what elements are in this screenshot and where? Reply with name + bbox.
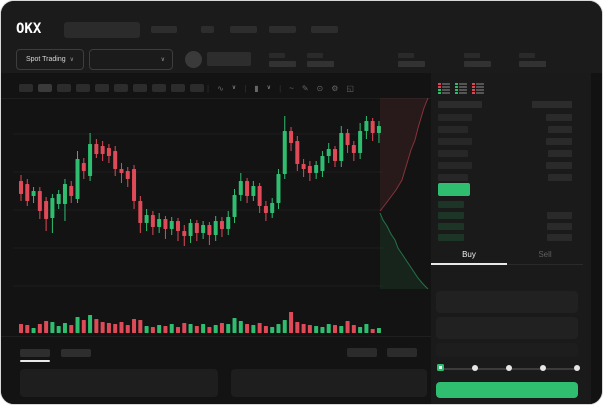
timeframe-button[interactable] bbox=[114, 84, 128, 92]
timeframe-button[interactable] bbox=[133, 84, 147, 92]
amount-input[interactable] bbox=[436, 317, 578, 339]
orderbook-header-price bbox=[438, 101, 482, 108]
ask-row[interactable] bbox=[546, 138, 572, 145]
chart-type-icon[interactable]: ▮ bbox=[254, 83, 259, 93]
ticker-stat-placeholder bbox=[398, 53, 428, 69]
slider-step-25[interactable] bbox=[472, 365, 478, 371]
toolbar-divider: | bbox=[279, 83, 282, 93]
nav-item-placeholder[interactable] bbox=[151, 26, 177, 33]
nav-item-placeholder[interactable] bbox=[201, 26, 214, 33]
chevron-down-icon[interactable]: ∨ bbox=[266, 85, 272, 91]
orderbook-mode-bids-icon[interactable] bbox=[455, 82, 467, 94]
orders-action-button[interactable] bbox=[387, 348, 417, 357]
ask-row[interactable] bbox=[546, 114, 572, 121]
orders-tab-active[interactable] bbox=[20, 349, 50, 357]
orders-tab[interactable] bbox=[61, 349, 91, 357]
divider bbox=[1, 336, 431, 337]
ask-row[interactable] bbox=[438, 162, 472, 169]
toolbar-divider: | bbox=[244, 83, 247, 93]
timeframe-button[interactable] bbox=[190, 84, 204, 92]
chart-toolbar: | ∿ ∨ | ▮ ∨ | ~ ✎ ⊙ ⚙ ◱ bbox=[1, 77, 431, 99]
pair-name-placeholder bbox=[207, 52, 251, 66]
ask-row[interactable] bbox=[438, 114, 472, 121]
timeframe-button[interactable] bbox=[95, 84, 109, 92]
orders-table-placeholder bbox=[20, 369, 218, 397]
bid-row[interactable] bbox=[438, 223, 464, 230]
ask-row[interactable] bbox=[438, 174, 468, 181]
bid-row[interactable] bbox=[438, 212, 464, 219]
buy-submit-button[interactable] bbox=[436, 382, 578, 398]
top-navigation-bar: OKX Spot Trading ∨ ∨ bbox=[1, 1, 602, 73]
pair-selector-dropdown[interactable]: ∨ bbox=[89, 49, 173, 70]
settings-gear-icon[interactable]: ⚙ bbox=[331, 83, 339, 93]
price-input[interactable] bbox=[436, 291, 578, 313]
orderbook-mode-both-icon[interactable] bbox=[438, 82, 450, 94]
candlestick-chart[interactable] bbox=[13, 101, 383, 291]
timeframe-button[interactable] bbox=[152, 84, 166, 92]
tab-buy[interactable]: Buy bbox=[431, 245, 507, 265]
chevron-down-icon: ∨ bbox=[69, 56, 75, 63]
toolbar-divider: | bbox=[207, 83, 210, 93]
trade-side-tabs: Buy Sell bbox=[431, 245, 583, 265]
market-type-label: Spot Trading bbox=[25, 56, 66, 63]
chart-pane: | ∿ ∨ | ▮ ∨ | ~ ✎ ⊙ ⚙ ◱ bbox=[1, 73, 432, 404]
nav-item-placeholder[interactable] bbox=[230, 26, 257, 33]
percent-slider-handle[interactable] bbox=[437, 364, 444, 371]
slider-step-100[interactable] bbox=[574, 365, 580, 371]
ticker-stat-placeholder bbox=[269, 53, 299, 69]
slider-step-75[interactable] bbox=[540, 365, 546, 371]
timeframe-button[interactable] bbox=[19, 84, 33, 92]
ask-row[interactable] bbox=[548, 126, 572, 133]
ask-row[interactable] bbox=[548, 150, 572, 157]
ask-row[interactable] bbox=[546, 162, 572, 169]
bid-row[interactable] bbox=[547, 223, 572, 230]
ask-row[interactable] bbox=[438, 150, 468, 157]
bid-row[interactable] bbox=[547, 212, 572, 219]
tab-sell[interactable]: Sell bbox=[538, 250, 552, 259]
screenshot-icon[interactable]: ⊙ bbox=[316, 83, 324, 93]
nav-item-placeholder[interactable] bbox=[311, 26, 338, 33]
chevron-down-icon: ∨ bbox=[160, 56, 165, 63]
line-tool-icon[interactable]: ~ bbox=[289, 83, 294, 93]
order-book-panel: Buy Sell bbox=[431, 73, 591, 404]
last-price-badge[interactable] bbox=[438, 183, 470, 196]
orderbook-header-amount bbox=[532, 101, 572, 108]
timeframe-button-active[interactable] bbox=[38, 84, 52, 92]
coin-avatar bbox=[185, 51, 202, 68]
timeframe-button[interactable] bbox=[171, 84, 185, 92]
ask-row[interactable] bbox=[548, 174, 572, 181]
bid-row[interactable] bbox=[547, 234, 572, 241]
indicator-icon[interactable]: ∿ bbox=[217, 83, 224, 93]
slider-step-50[interactable] bbox=[506, 365, 512, 371]
orders-action-button[interactable] bbox=[347, 348, 377, 357]
draw-tool-icon[interactable]: ✎ bbox=[301, 83, 309, 93]
volume-chart[interactable] bbox=[13, 295, 383, 333]
chevron-down-icon[interactable]: ∨ bbox=[231, 85, 237, 91]
nav-item-placeholder[interactable] bbox=[269, 26, 296, 33]
orders-table-placeholder bbox=[231, 369, 427, 397]
timeframe-button[interactable] bbox=[76, 84, 90, 92]
okx-logo[interactable]: OKX bbox=[16, 21, 42, 37]
total-field[interactable] bbox=[436, 343, 578, 357]
bid-row[interactable] bbox=[438, 201, 464, 208]
ticker-stat-placeholder bbox=[307, 53, 337, 69]
ask-row[interactable] bbox=[438, 126, 468, 133]
active-tab-underline bbox=[20, 360, 50, 362]
timeframe-button[interactable] bbox=[57, 84, 71, 92]
ask-row[interactable] bbox=[438, 138, 472, 145]
orderbook-mode-asks-icon[interactable] bbox=[472, 82, 484, 94]
market-type-selector[interactable]: Spot Trading ∨ bbox=[16, 49, 84, 70]
bid-row[interactable] bbox=[438, 234, 464, 241]
search-input[interactable] bbox=[64, 22, 140, 38]
fullscreen-icon[interactable]: ◱ bbox=[346, 83, 354, 93]
ticker-stat-placeholder bbox=[519, 53, 549, 69]
depth-chart[interactable] bbox=[378, 96, 432, 296]
ticker-stat-placeholder bbox=[464, 53, 494, 69]
panel-right-margin bbox=[591, 73, 602, 404]
